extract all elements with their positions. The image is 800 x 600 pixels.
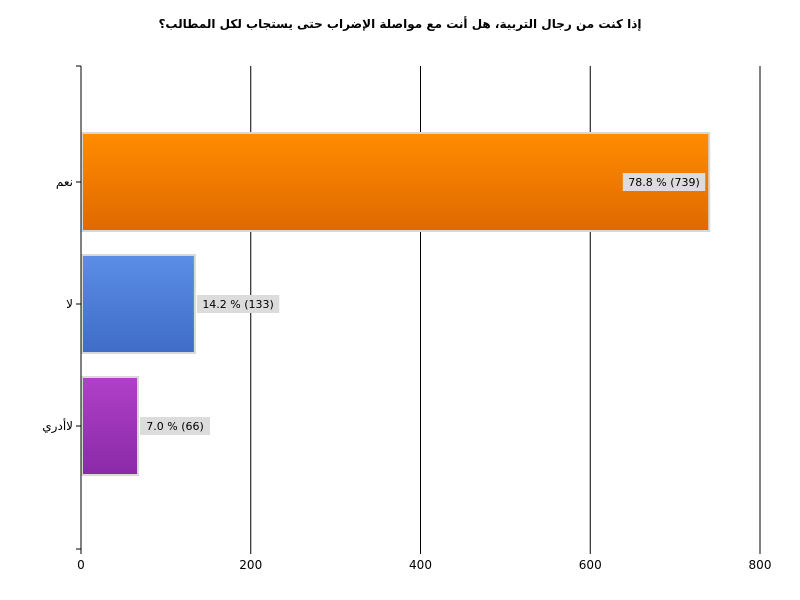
data-label: 78.8 % (739) [628, 176, 700, 189]
axis-layer: 0 200 400 600 800 نعم لا لاأدري [42, 65, 772, 572]
category-label: لا [66, 297, 73, 311]
data-label-bg [622, 173, 706, 191]
category-label: لاأدري [42, 418, 73, 434]
bar-layer: 78.8 % (739) 14.2 % (133) 7.0 % (66) [81, 132, 711, 476]
x-tick-label: 800 [749, 558, 772, 572]
data-label: 7.0 % (66) [146, 420, 204, 433]
bar [81, 254, 196, 354]
data-label: 14.2 % (133) [202, 298, 274, 311]
x-tick-label: 200 [239, 558, 262, 572]
x-tick-label: 400 [409, 558, 432, 572]
chart-title: إذا كنت من رجال التربية، هل أنت مع مواصل… [158, 17, 642, 31]
data-label-bg [140, 417, 211, 435]
bar [81, 132, 711, 232]
bar [81, 376, 140, 476]
category-label: نعم [56, 175, 73, 189]
data-label-bg [196, 295, 280, 313]
x-tick-label: 600 [579, 558, 602, 572]
x-tick-label: 0 [77, 558, 85, 572]
